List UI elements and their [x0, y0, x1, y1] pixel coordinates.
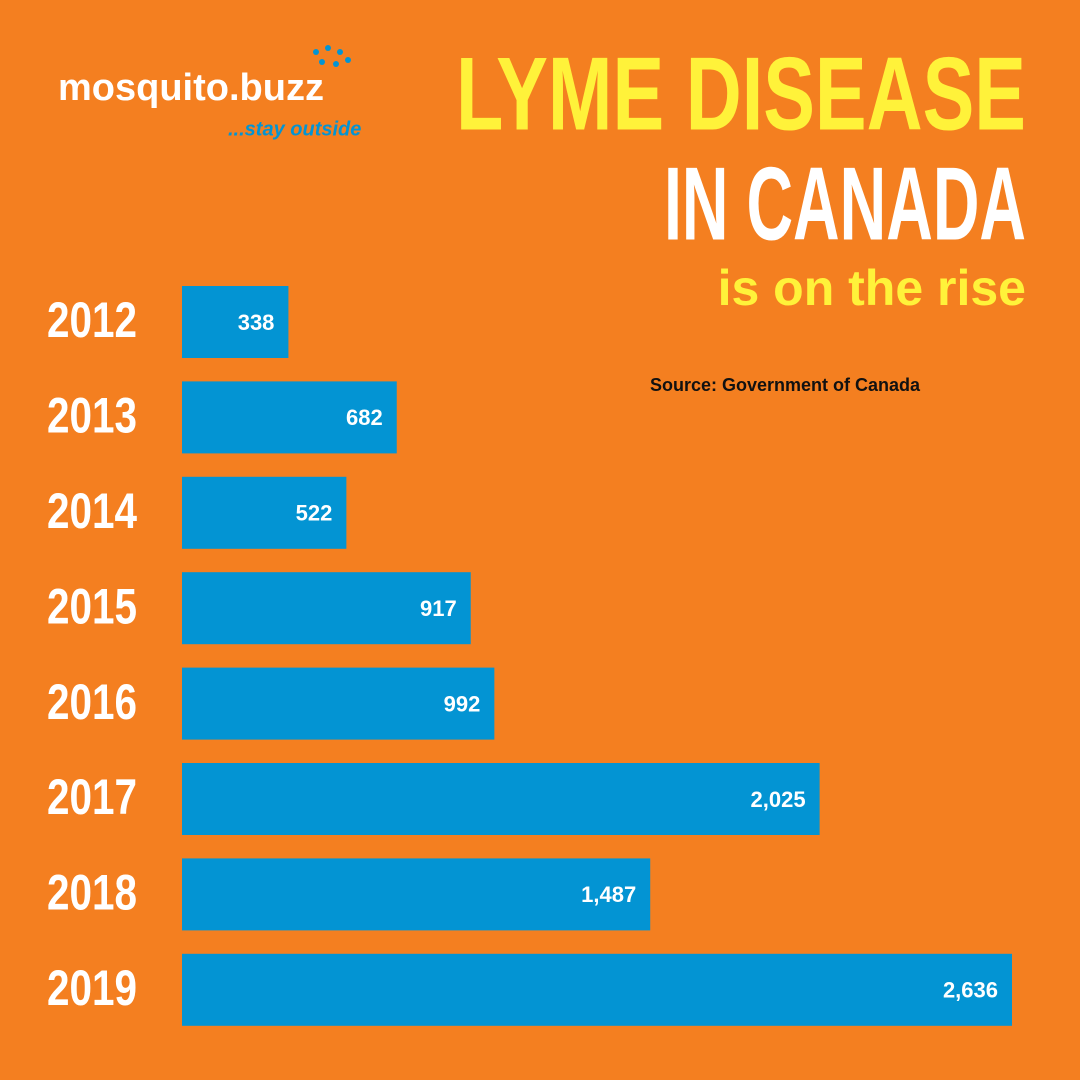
- logo-tagline: ...stay outside: [228, 118, 361, 140]
- y-tick-label: 2016: [47, 674, 137, 730]
- logo-dots: [313, 45, 351, 67]
- value-label: 917: [420, 596, 457, 621]
- y-tick-label: 2019: [47, 960, 137, 1016]
- bar: [182, 381, 397, 454]
- value-label: 992: [444, 691, 481, 716]
- bar: [182, 667, 495, 740]
- bar: [182, 286, 289, 358]
- value-label: 2,025: [751, 787, 806, 812]
- bar: [182, 572, 471, 645]
- value-label: 2,636: [943, 978, 998, 1003]
- value-label: 522: [296, 501, 333, 526]
- value-label: 682: [346, 405, 383, 430]
- chart-title: LYME DISEASE: [456, 36, 1026, 152]
- y-tick-label: 2015: [47, 578, 137, 634]
- chart-subtitle: is on the rise: [718, 260, 1026, 316]
- y-tick-label: 2012: [47, 292, 137, 348]
- y-tick-label: 2014: [47, 483, 137, 539]
- chart-title: IN CANADA: [664, 146, 1026, 262]
- logo-name: mosquito.buzz: [58, 67, 324, 109]
- y-tick-label: 2018: [47, 865, 137, 921]
- y-tick-label: 2013: [47, 388, 137, 444]
- y-tick-label: 2017: [47, 769, 137, 825]
- bar: [182, 763, 820, 835]
- value-label: 338: [238, 310, 275, 335]
- value-label: 1,487: [581, 882, 636, 907]
- bar: [182, 953, 1012, 1026]
- bar: [182, 858, 651, 931]
- bar: [182, 476, 347, 549]
- source: Source: Government of Canada: [650, 375, 921, 395]
